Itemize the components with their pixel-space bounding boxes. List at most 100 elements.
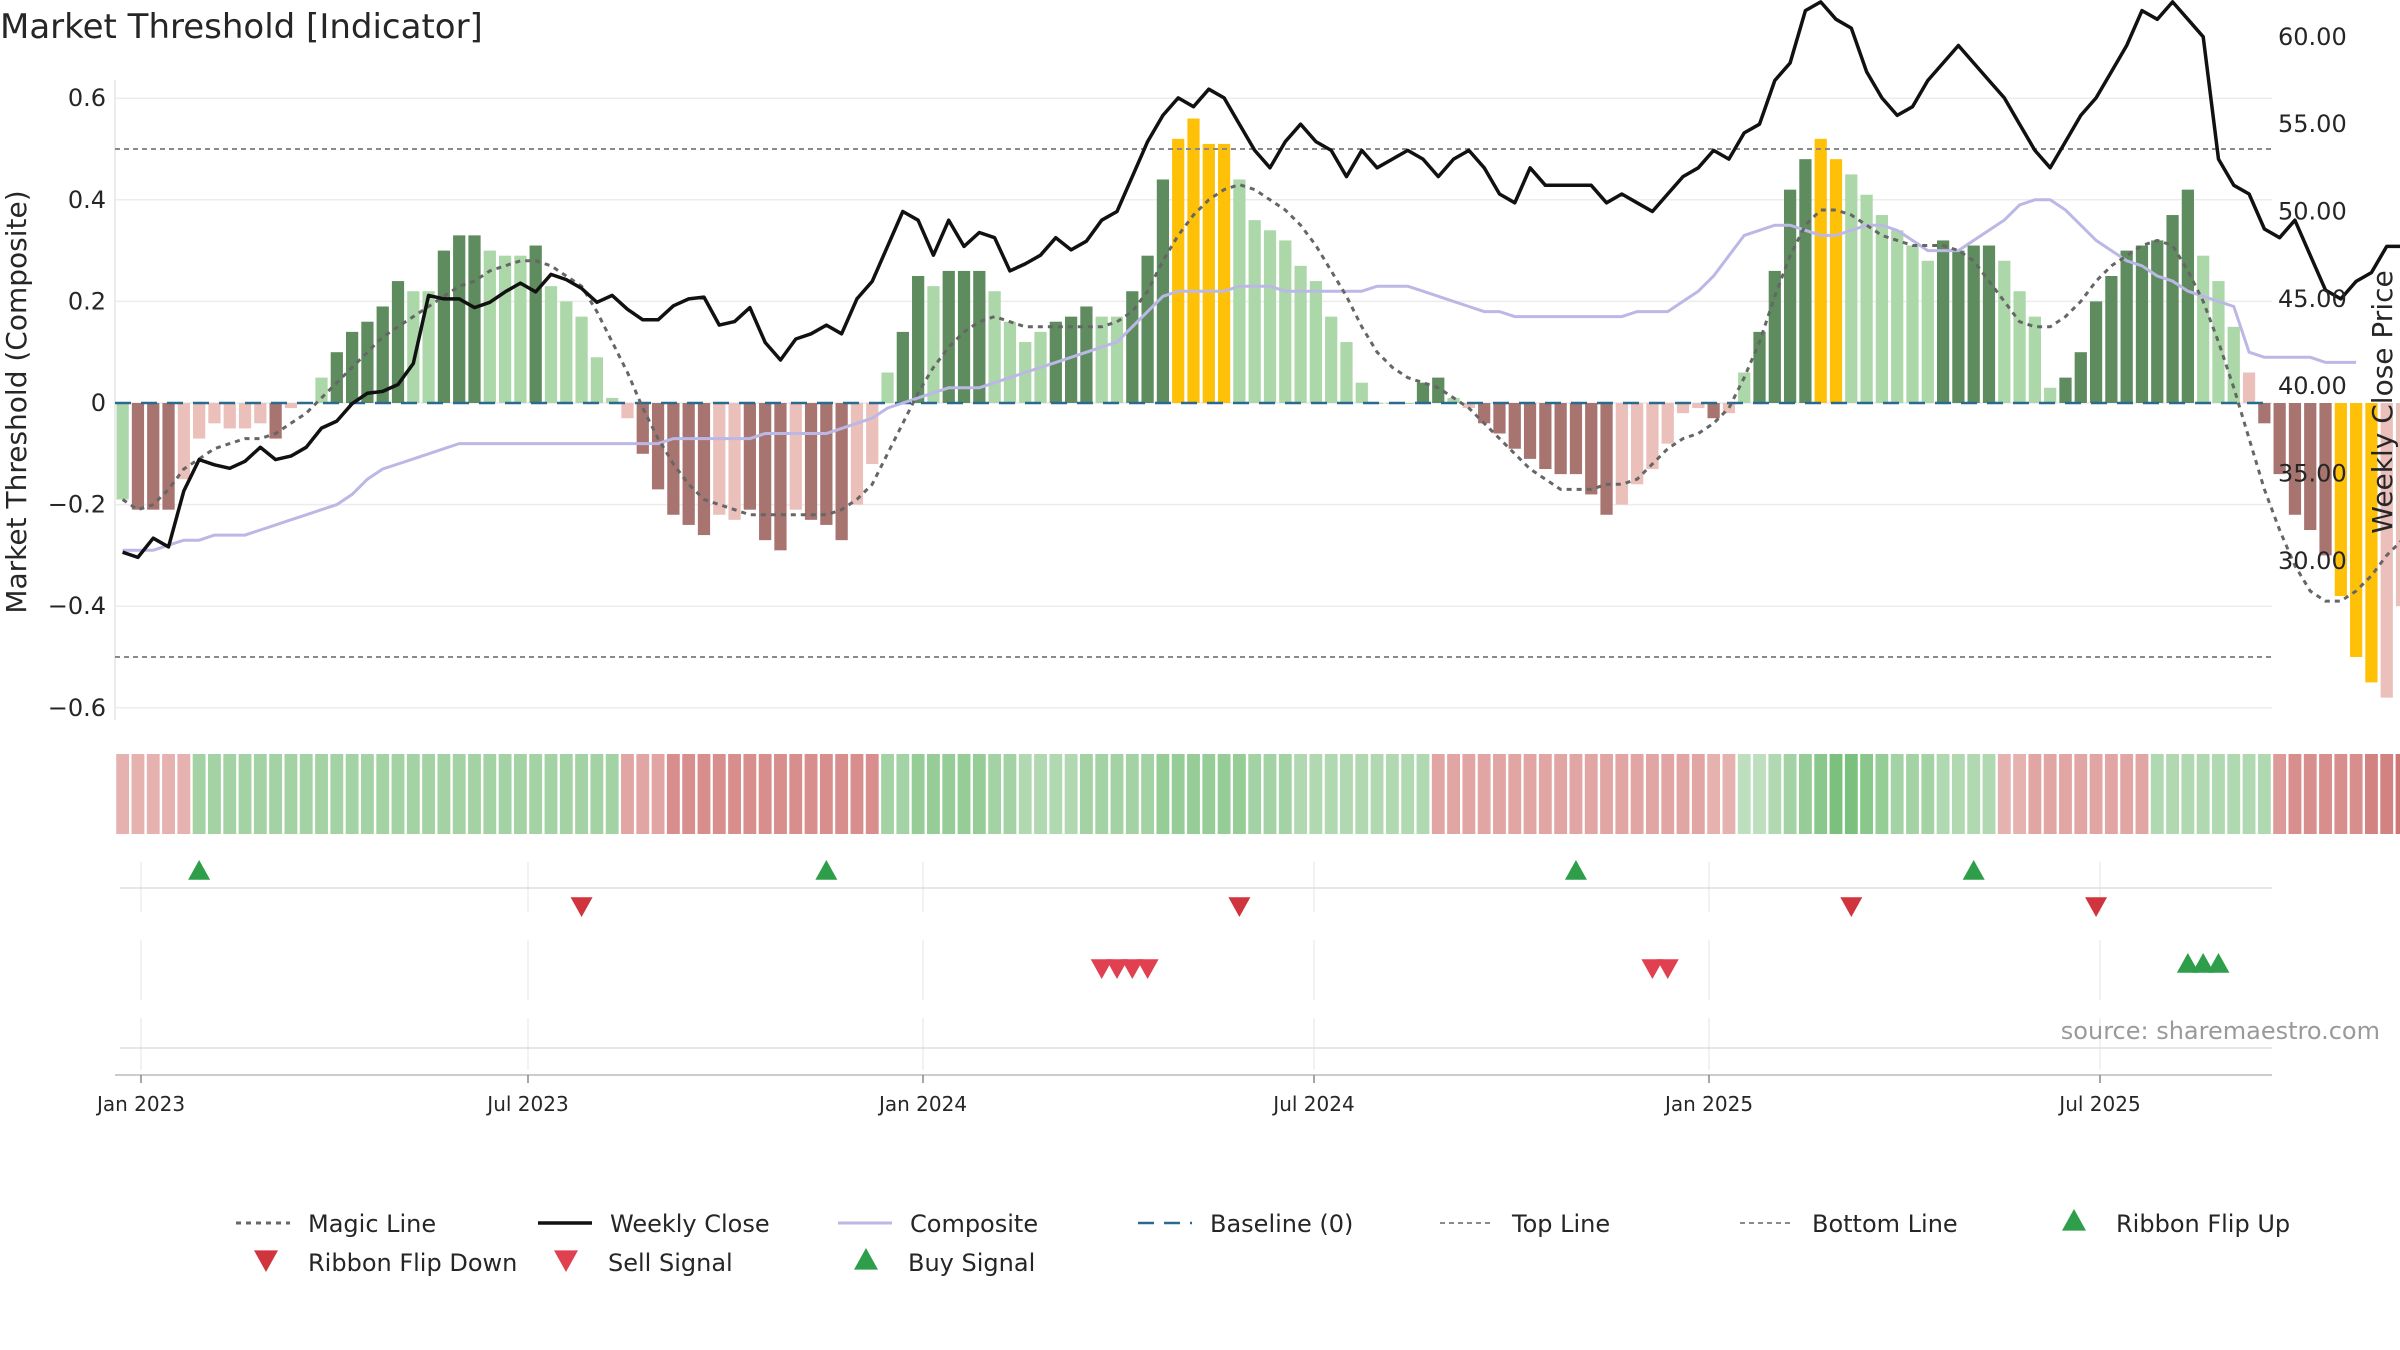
ribbon-cell: [1447, 754, 1460, 834]
ribbon-cell: [651, 754, 665, 834]
composite-bar: [636, 403, 649, 454]
composite-bar: [1508, 403, 1521, 449]
ribbon-cell: [972, 754, 986, 834]
composite-bar: [2044, 387, 2057, 403]
left-y-tick-label: 0.2: [68, 287, 106, 315]
composite-bar: [330, 352, 343, 403]
composite-bar: [2166, 215, 2179, 403]
legend-swatch: [254, 1250, 278, 1272]
composite-bar: [866, 403, 879, 464]
ribbon-cell: [529, 754, 543, 834]
ribbon-cell: [2166, 754, 2179, 834]
ribbon-cell: [208, 754, 221, 834]
composite-bar: [2273, 403, 2286, 475]
composite-bar: [2013, 291, 2026, 403]
composite-bar: [1600, 403, 1613, 515]
composite-bar: [1631, 403, 1644, 485]
ribbon-cell: [1462, 754, 1476, 834]
ribbon-cell: [1936, 754, 1950, 834]
composite-bar: [1921, 260, 1934, 403]
composite-bar: [2319, 403, 2332, 556]
composite-bar: [1416, 382, 1430, 403]
ribbon-cell: [2212, 754, 2225, 834]
ribbon-cell: [881, 754, 894, 834]
composite-bar: [881, 372, 894, 403]
ribbon-cell: [728, 754, 741, 834]
ribbon-cell: [2104, 754, 2118, 834]
composite-bar: [422, 291, 435, 403]
composite-bar: [621, 403, 634, 419]
legend: Magic Line Weekly Close Composite Baseline …: [236, 1209, 2290, 1277]
composite-bar: [1003, 321, 1017, 403]
ribbon-cell: [758, 754, 772, 834]
legend-label: Composite: [910, 1210, 1038, 1238]
composite-bar: [483, 250, 496, 403]
composite-bar: [269, 403, 282, 439]
composite-bar: [284, 403, 298, 409]
composite-bar: [789, 403, 802, 510]
composite-bar: [1722, 403, 1736, 414]
composite-bar: [2350, 403, 2363, 657]
composite-bar: [1661, 403, 1674, 444]
ribbon-cell: [957, 754, 971, 834]
ribbon-cell: [865, 754, 879, 834]
ribbon-cell: [2196, 754, 2210, 834]
ribbon-cell: [1202, 754, 1216, 834]
composite-bar: [759, 403, 772, 541]
composite-bar: [988, 291, 1001, 403]
composite-bar: [1309, 281, 1323, 403]
ribbon-cell: [269, 754, 283, 834]
ribbon-cell: [1783, 754, 1797, 834]
composite-bar: [1217, 143, 1231, 404]
ribbon-cell: [1584, 754, 1598, 834]
composite-bar: [131, 403, 145, 510]
composite-bar: [743, 403, 756, 510]
ribbon-cell: [835, 754, 849, 834]
composite-line: [122, 198, 2357, 552]
sell-signal-marker: [1106, 959, 1129, 979]
ribbon-cell: [712, 754, 726, 834]
composite-bar: [2288, 403, 2302, 515]
x-tick-label: Jul 2023: [485, 1092, 568, 1116]
composite-bar: [1325, 316, 1338, 403]
ribbon-cell: [116, 754, 130, 834]
composite-bar: [2135, 245, 2149, 403]
ribbon-cell: [2227, 754, 2241, 834]
x-tick-label: Jan 2025: [1663, 1092, 1753, 1116]
ribbon-cell: [299, 754, 313, 834]
right-y-axis-label: Weekly Close Price: [2366, 270, 2399, 533]
ribbon-cell: [1278, 754, 1292, 834]
legend-item: Sell Signal: [554, 1249, 733, 1277]
ribbon-cell: [1141, 754, 1155, 834]
ribbon-cell: [1064, 754, 1078, 834]
x-tick-label: Jan 2024: [877, 1092, 967, 1116]
ribbon-cell: [1890, 754, 1904, 834]
composite-bar: [1447, 397, 1460, 403]
composite-bar: [1936, 240, 1950, 403]
signal-panels: [120, 860, 2272, 1070]
composite-bar: [2074, 352, 2087, 403]
ribbon-cell: [850, 754, 864, 834]
composite-bar: [1202, 143, 1215, 404]
composite-bar: [376, 306, 389, 403]
ribbon-cell: [743, 754, 757, 834]
legend-label: Ribbon Flip Up: [2116, 1210, 2290, 1238]
composite-bar: [1523, 403, 1537, 459]
left-y-axis-label: Market Threshold (Composite): [0, 190, 33, 613]
composite-bar: [391, 281, 405, 403]
composite-bar: [1952, 250, 1965, 403]
composite-bar: [238, 403, 252, 429]
ribbon-cell: [1753, 754, 1766, 834]
ribbon-cell: [896, 754, 910, 834]
ribbon-cell: [391, 754, 405, 834]
ribbon-cell: [1003, 754, 1017, 834]
ribbon-cell: [1860, 754, 1874, 834]
composite-bar: [2334, 403, 2347, 597]
left-y-tick-label: −0.2: [48, 491, 106, 519]
composite-bar: [1401, 403, 1414, 404]
composite-bar: [2181, 189, 2194, 403]
ribbon-cell: [2074, 754, 2088, 834]
right-y-tick-label: 50.00: [2278, 198, 2347, 226]
ribbon-cell: [1523, 754, 1537, 834]
composite-bar: [1676, 403, 1690, 414]
